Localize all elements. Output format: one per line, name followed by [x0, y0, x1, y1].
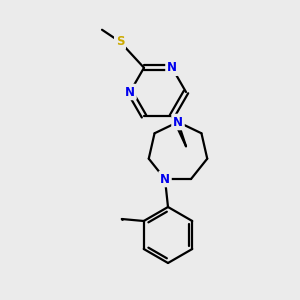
Text: S: S [116, 35, 124, 48]
Text: N: N [160, 172, 170, 185]
Text: N: N [173, 116, 183, 128]
Text: N: N [125, 85, 135, 98]
Text: N: N [167, 61, 177, 74]
